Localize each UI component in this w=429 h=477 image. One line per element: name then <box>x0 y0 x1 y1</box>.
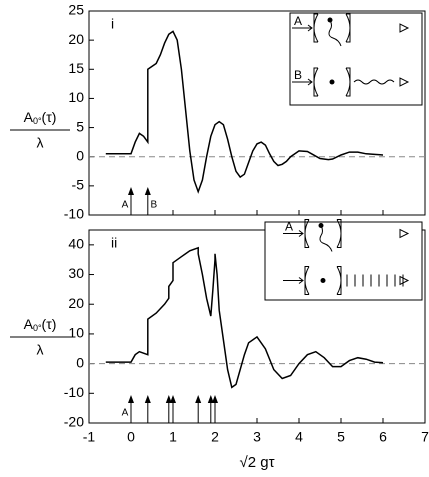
y-tick-label: 40 <box>68 236 84 252</box>
y-label: A0°(τ) <box>24 316 57 334</box>
y-label: A0°(τ) <box>24 109 57 127</box>
arrow-head <box>195 395 202 403</box>
y-tick-label: 20 <box>68 31 84 47</box>
x-label: √2 gτ <box>239 454 274 471</box>
mirror <box>304 266 342 295</box>
detector <box>399 275 410 286</box>
arrow-label: B <box>150 200 157 211</box>
arrow-head <box>212 395 218 403</box>
detector <box>399 23 410 33</box>
arrow-head <box>165 395 172 403</box>
mirror <box>313 13 351 43</box>
atom <box>329 79 335 85</box>
x-tick-label: 6 <box>379 429 387 445</box>
curve <box>105 246 384 389</box>
panel-label: i <box>111 16 114 32</box>
arrow-head <box>144 395 151 403</box>
arrow-label: A <box>122 200 129 211</box>
x-tick-label: 4 <box>295 429 303 445</box>
inset-frame <box>264 221 423 301</box>
y-label-denominator: λ <box>37 342 44 358</box>
emission <box>353 79 395 85</box>
arrow-head <box>128 187 134 195</box>
x-tick-label: 5 <box>337 429 345 445</box>
arrow-head <box>207 395 214 403</box>
y-tick-label: -10 <box>64 384 84 400</box>
y-tick-label: 5 <box>76 118 84 134</box>
arrow-label: A <box>122 408 129 419</box>
y-label-part: 0° <box>33 116 42 126</box>
emission <box>328 19 342 47</box>
input-arrow <box>292 24 313 32</box>
y-tick-label: 10 <box>68 89 84 105</box>
y-tick-label: 10 <box>68 325 84 341</box>
y-label-denominator: λ <box>37 135 44 151</box>
arrow-head <box>128 395 134 403</box>
x-tick-label: 2 <box>211 429 219 445</box>
y-label-part: 0° <box>33 323 42 333</box>
y-tick-label: -10 <box>64 206 84 222</box>
inset-label: A <box>294 14 302 28</box>
inset-label: B <box>294 68 302 82</box>
inset-label: A <box>285 220 293 234</box>
y-label-part: A <box>24 316 34 332</box>
curve <box>105 30 384 194</box>
y-tick-label: 20 <box>68 295 84 311</box>
input-arrow <box>283 277 304 284</box>
x-tick-label: 0 <box>127 429 135 445</box>
y-tick-label: 30 <box>68 265 84 281</box>
panel-label: ii <box>111 235 117 251</box>
x-tick-label: -1 <box>83 429 96 445</box>
y-tick-label: -20 <box>64 414 84 430</box>
detector <box>399 228 410 239</box>
atom <box>320 278 326 283</box>
y-tick-label: -5 <box>72 177 85 193</box>
arrow-head <box>170 395 176 403</box>
mirror <box>304 219 342 248</box>
x-tick-label: 3 <box>253 429 261 445</box>
mirror <box>313 67 351 97</box>
input-arrow <box>283 230 304 237</box>
y-label-part: (τ) <box>42 316 57 332</box>
detector <box>399 77 410 87</box>
y-tick-label: 15 <box>68 60 84 76</box>
y-tick-label: 0 <box>76 354 84 370</box>
input-arrow <box>292 78 313 86</box>
x-tick-label: 7 <box>421 429 429 445</box>
y-tick-label: 0 <box>76 147 84 163</box>
y-label-part: (τ) <box>42 109 57 125</box>
y-tick-label: 25 <box>68 2 84 18</box>
y-label-part: A <box>24 109 34 125</box>
emission <box>319 225 333 252</box>
arrow-head <box>144 187 151 195</box>
x-tick-label: 1 <box>169 429 177 445</box>
